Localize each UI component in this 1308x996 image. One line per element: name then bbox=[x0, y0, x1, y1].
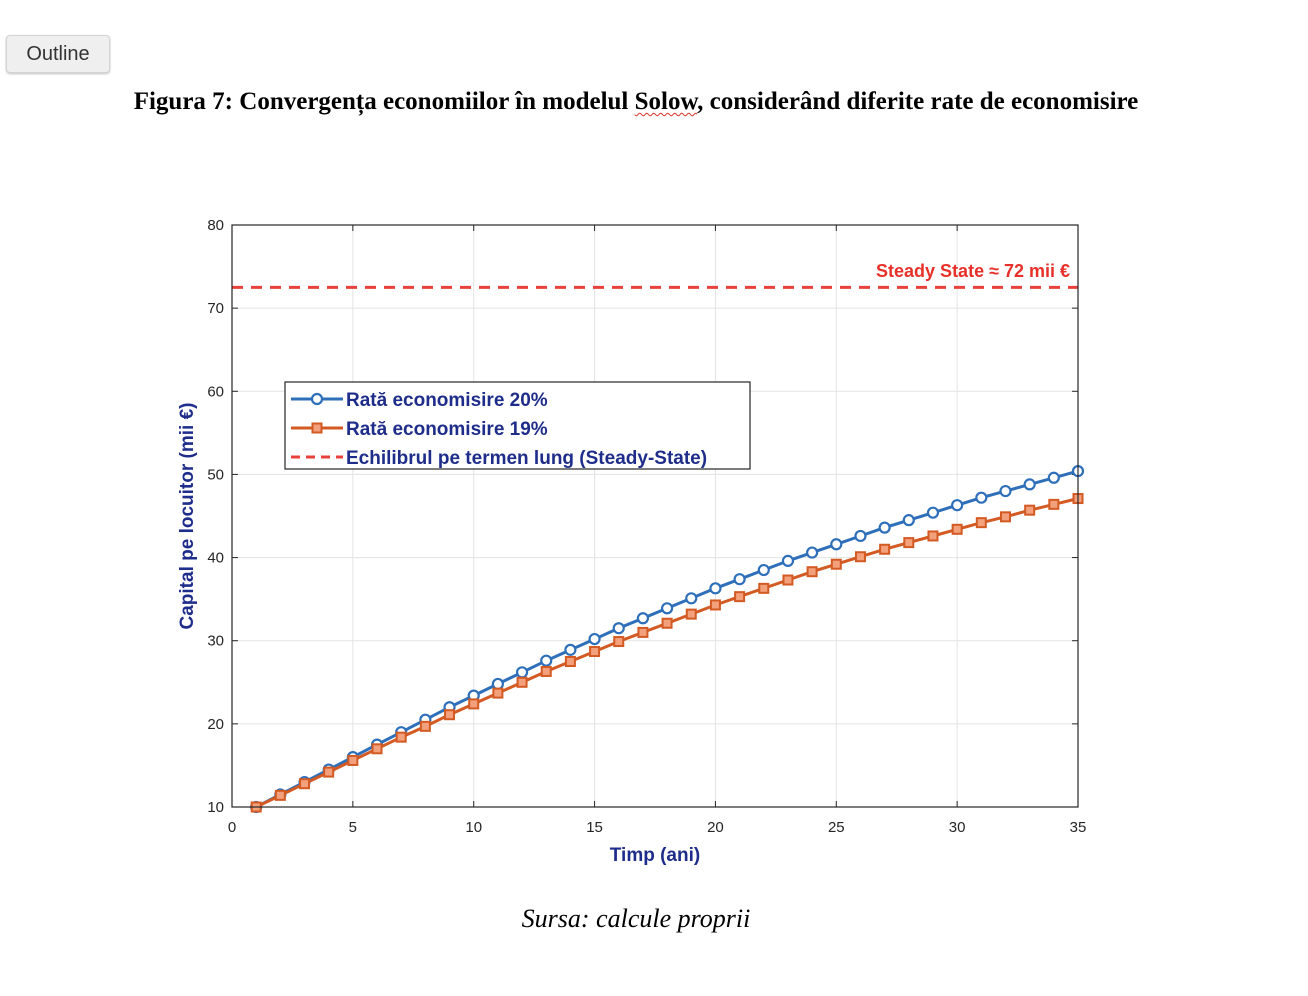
series-2-point bbox=[709, 599, 721, 611]
figure-title-part1: Figura 7: Convergența economiilor în mod… bbox=[133, 88, 635, 115]
plot-frame bbox=[231, 224, 1079, 808]
series-1-point bbox=[491, 677, 504, 691]
x-tick-label: 30 bbox=[949, 819, 966, 836]
legend-marker-square bbox=[311, 422, 323, 434]
series-1-point bbox=[926, 506, 940, 519]
series-1-point bbox=[564, 643, 577, 656]
y-tick-label: 50 bbox=[207, 466, 224, 483]
y-tick-label: 40 bbox=[207, 550, 224, 567]
series-2-point bbox=[806, 566, 818, 578]
series-1-point bbox=[999, 484, 1012, 498]
x-tick-label: 25 bbox=[828, 819, 845, 836]
series-2-point bbox=[661, 617, 673, 629]
series-1-point bbox=[951, 499, 964, 512]
legend-marker-circle bbox=[310, 392, 324, 406]
series-2-point bbox=[613, 636, 625, 648]
series-2-point bbox=[830, 558, 842, 570]
x-tick-label: 5 bbox=[349, 819, 357, 836]
series-2-point bbox=[734, 591, 746, 603]
series-2-point bbox=[854, 551, 866, 563]
series-2-point bbox=[323, 766, 335, 778]
series-2-point bbox=[951, 523, 963, 535]
y-tick-label: 70 bbox=[207, 300, 224, 317]
series-1-point bbox=[733, 573, 746, 586]
series-1-point bbox=[1023, 478, 1036, 491]
series-2-point bbox=[347, 754, 359, 766]
series-1-point bbox=[781, 554, 795, 567]
series-layer bbox=[232, 285, 1085, 814]
series-1-point bbox=[902, 514, 915, 527]
x-tick-label: 10 bbox=[465, 819, 482, 836]
axis-labels: 0 5 10 15 20 25 30 35 10 20 30 40 50 60 70 80 Timp (ani)… bbox=[177, 217, 1086, 866]
legend-label-2: Rată economisire 19% bbox=[346, 419, 548, 440]
annotation-layer: Steady State ≈ 72 mii € bbox=[876, 261, 1070, 281]
plot-area bbox=[232, 225, 1078, 807]
series-2-point bbox=[927, 530, 939, 542]
series-1-point bbox=[975, 491, 988, 504]
series-1-point bbox=[830, 538, 843, 551]
series-2-point bbox=[444, 709, 456, 721]
series-1-point bbox=[878, 521, 891, 534]
series-2-point bbox=[516, 676, 528, 688]
series-2-point bbox=[299, 778, 311, 790]
series-2-point bbox=[540, 665, 552, 677]
series-1-point bbox=[636, 612, 650, 625]
series-2-point bbox=[903, 537, 915, 549]
figure-title-part2: , considerând diferite rate de economisi… bbox=[697, 88, 1139, 115]
legend-box bbox=[284, 381, 751, 470]
series-2-point bbox=[782, 574, 794, 586]
x-tick-label: 35 bbox=[1070, 819, 1087, 836]
y-tick-label: 10 bbox=[207, 799, 224, 816]
figure-title-flagged-word: Solow bbox=[634, 88, 698, 115]
y-axis-label: Capital pe locuitor (mii €) bbox=[177, 403, 198, 630]
series-2-point bbox=[975, 517, 987, 529]
series-2-point bbox=[758, 582, 770, 594]
series-1-point bbox=[588, 632, 601, 646]
series-1-point bbox=[1047, 471, 1060, 484]
series-2-point bbox=[999, 511, 1011, 523]
series-1-point bbox=[515, 666, 529, 679]
series-2-point bbox=[879, 543, 891, 555]
series-2-point bbox=[685, 608, 697, 620]
x-tick-label: 15 bbox=[586, 819, 603, 836]
x-tick-label: 20 bbox=[707, 819, 724, 836]
series-2-point bbox=[419, 720, 431, 732]
series-1-point bbox=[757, 563, 770, 577]
legend: Rată economisire 20% Rată economisire 19%… bbox=[284, 381, 751, 470]
series-2-point bbox=[274, 789, 286, 801]
series-2-point bbox=[468, 698, 480, 710]
steady-state-annotation: Steady State ≈ 72 mii € bbox=[876, 261, 1070, 281]
series-1-point bbox=[709, 582, 722, 595]
x-tick-label: 0 bbox=[228, 819, 236, 836]
series-1-point bbox=[854, 529, 867, 543]
x-axis-label: Timp (ani) bbox=[610, 845, 700, 866]
series-2-point bbox=[637, 626, 649, 638]
series-2-point bbox=[492, 687, 504, 699]
series-1-point bbox=[612, 622, 625, 635]
legend-label-3: Echilibrul pe termen lung (Steady-State) bbox=[346, 448, 707, 469]
series-2-point bbox=[564, 656, 576, 667]
y-tick-label: 20 bbox=[207, 716, 224, 733]
series-1-point bbox=[540, 654, 553, 667]
legend-label-1: Rată economisire 20% bbox=[346, 390, 548, 411]
series-1-point bbox=[806, 546, 819, 559]
figure-title: Figura 7: Convergența economiilor în mod… bbox=[120, 84, 1152, 119]
series-2-point bbox=[1048, 498, 1060, 510]
series-2-point bbox=[371, 743, 383, 755]
series-2-point bbox=[1024, 504, 1036, 516]
series-2-point bbox=[589, 646, 601, 658]
y-tick-label: 60 bbox=[207, 383, 224, 400]
y-tick-label: 80 bbox=[207, 217, 224, 234]
series-1-point bbox=[685, 592, 698, 605]
outline-button[interactable]: Outline bbox=[6, 35, 110, 73]
y-tick-label: 30 bbox=[207, 633, 224, 650]
figure-source: Sursa: calcule proprii bbox=[521, 904, 751, 933]
series-1-point bbox=[660, 602, 674, 615]
series-2-point bbox=[395, 731, 407, 743]
